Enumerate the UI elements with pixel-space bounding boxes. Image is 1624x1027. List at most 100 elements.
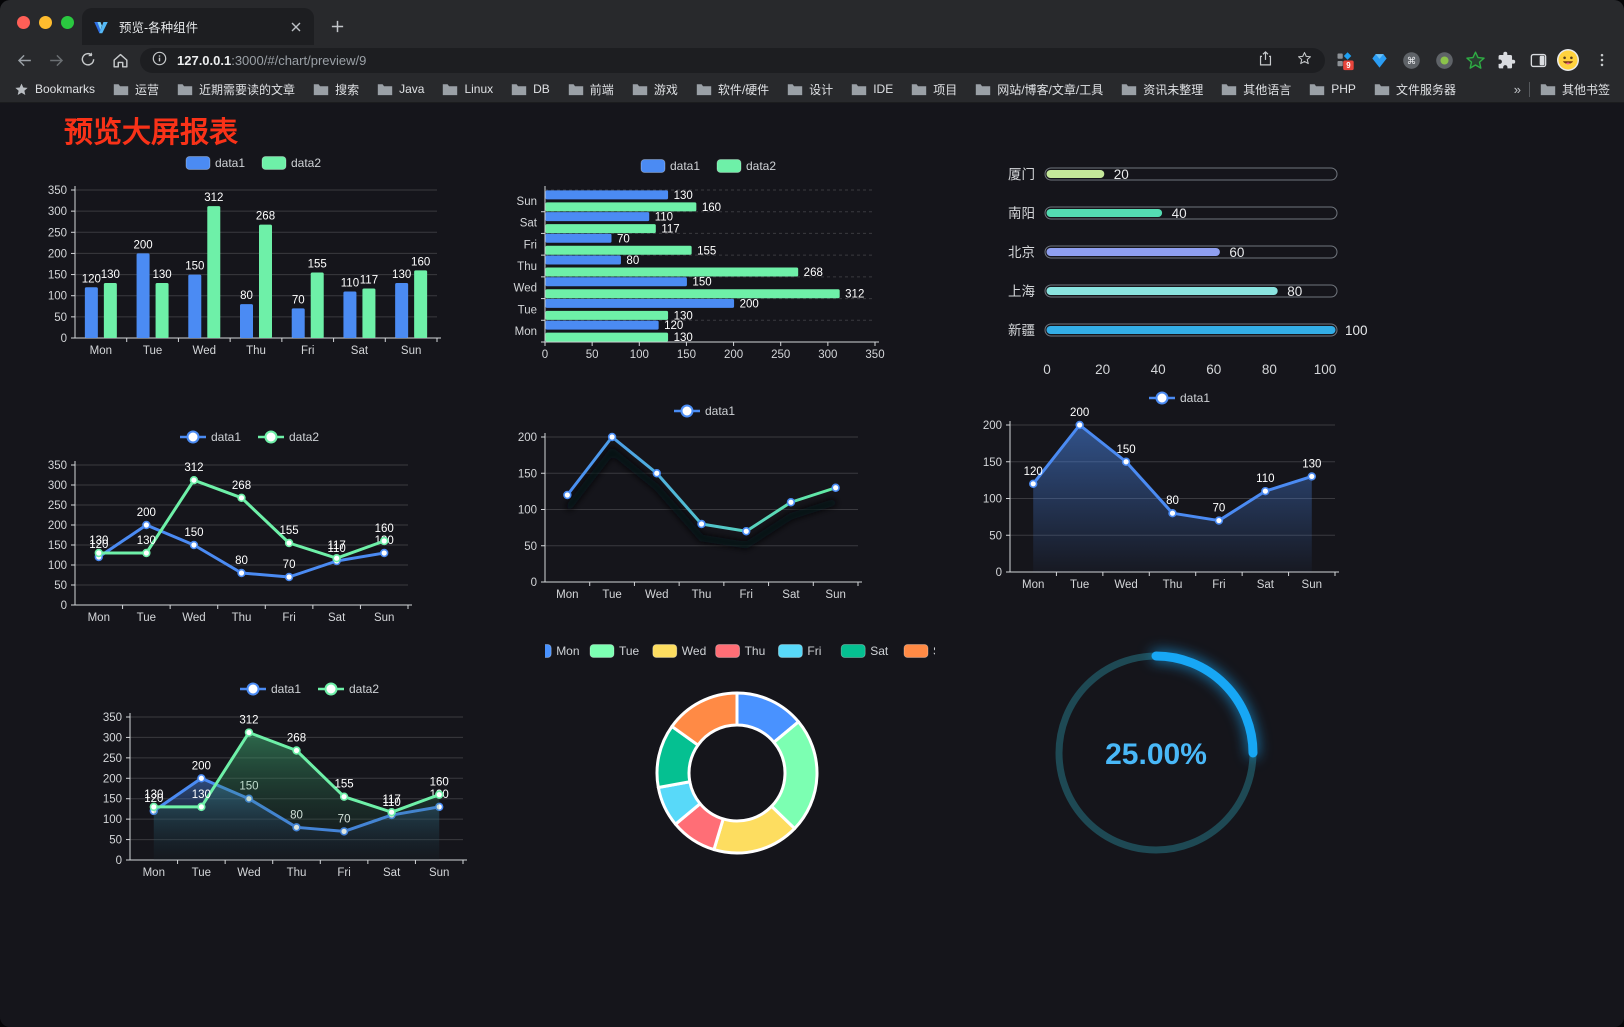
bookmark-folder[interactable]: Linux bbox=[442, 82, 493, 96]
share-icon[interactable] bbox=[1257, 50, 1274, 72]
bookmark-folder[interactable]: Java bbox=[377, 82, 424, 96]
line-two-series-canvas: data1 data2 0 50 100 150 200 250 300 350 Mon Tue Wed… bbox=[48, 430, 412, 624]
svg-text:250: 250 bbox=[103, 753, 122, 765]
svg-text:9: 9 bbox=[1346, 61, 1351, 70]
svg-text:117: 117 bbox=[382, 794, 400, 806]
svg-text:Fri: Fri bbox=[1212, 579, 1225, 591]
bookmark-folder-label: Linux bbox=[464, 82, 494, 96]
svg-text:80: 80 bbox=[235, 555, 248, 567]
address-bar[interactable]: 127.0.0.1:3000/#/chart/preview/9 bbox=[140, 48, 1325, 73]
chart-legend[interactable]: Mon Tue Wed Thu Fri Sat Sun bbox=[545, 644, 935, 658]
back-button[interactable] bbox=[12, 48, 36, 72]
bookmark-star-icon[interactable] bbox=[1296, 50, 1313, 72]
close-window-button[interactable] bbox=[17, 16, 30, 29]
svg-text:312: 312 bbox=[845, 289, 864, 301]
chart-legend[interactable]: data1 data2 bbox=[185, 156, 321, 170]
svg-text:300: 300 bbox=[103, 732, 122, 744]
browser-menu-icon[interactable] bbox=[1590, 48, 1614, 72]
svg-text:117: 117 bbox=[327, 540, 345, 552]
svg-text:Sun: Sun bbox=[401, 345, 421, 357]
forward-button[interactable] bbox=[44, 48, 68, 72]
svg-text:50: 50 bbox=[586, 349, 599, 361]
profile-avatar[interactable] bbox=[1556, 48, 1580, 72]
tab-close-icon[interactable] bbox=[288, 19, 304, 35]
bookmark-folder-label: 项目 bbox=[933, 82, 958, 97]
bookmark-folder[interactable]: PHP bbox=[1309, 82, 1356, 96]
bookmarks-bar: Bookmarks 运营 近期需要读的文章 搜索 Java Linux DB 前端 游戏 软件/… bbox=[0, 76, 1624, 103]
extension-grid-icon[interactable]: 9 bbox=[1332, 48, 1356, 72]
bookmark-folder[interactable]: 软件/硬件 bbox=[696, 81, 769, 98]
bookmark-folder[interactable]: 运营 bbox=[113, 81, 159, 98]
bookmark-label: Bookmarks bbox=[35, 82, 96, 96]
bookmark-folder[interactable]: 文件服务器 bbox=[1374, 81, 1456, 98]
svg-text:100: 100 bbox=[48, 560, 67, 572]
svg-text:Tue: Tue bbox=[143, 345, 162, 357]
svg-text:300: 300 bbox=[818, 349, 837, 361]
extension-star-icon[interactable] bbox=[1463, 48, 1487, 72]
bookmark-folder-label: 近期需要读的文章 bbox=[199, 82, 296, 97]
browser-tab[interactable]: 预览-各种组件 bbox=[82, 8, 314, 45]
minimize-window-button[interactable] bbox=[39, 16, 52, 29]
bookmark-folder[interactable]: 搜索 bbox=[313, 81, 359, 98]
bookmark-folder-label: 网站/博客/文章/工具 bbox=[997, 82, 1104, 97]
reload-button[interactable] bbox=[76, 48, 100, 72]
sidebar-toggle-icon[interactable] bbox=[1526, 48, 1550, 72]
chart-legend[interactable]: data1 bbox=[1149, 391, 1210, 405]
svg-text:Fri: Fri bbox=[524, 239, 537, 251]
area-line-chart: data1 0 50 100 150 200 Mon Tue Wed Thu Fri Sat Sun 12… bbox=[975, 386, 1375, 598]
bookmark-folder[interactable]: DB bbox=[511, 82, 550, 96]
svg-text:250: 250 bbox=[48, 227, 67, 239]
bookmark-apps[interactable]: Bookmarks bbox=[14, 82, 95, 97]
svg-text:Wed: Wed bbox=[682, 644, 706, 658]
bookmark-folder[interactable]: 前端 bbox=[568, 81, 614, 98]
svg-text:50: 50 bbox=[524, 541, 537, 553]
svg-text:Fri: Fri bbox=[807, 644, 821, 658]
svg-text:130: 130 bbox=[152, 269, 171, 281]
svg-text:268: 268 bbox=[287, 733, 306, 745]
bookmark-folder[interactable]: 网站/博客/文章/工具 bbox=[975, 81, 1103, 98]
svg-text:Mon: Mon bbox=[556, 589, 578, 601]
bookmarks-overflow-chevron[interactable]: » bbox=[1513, 81, 1521, 97]
bookmark-folder[interactable]: 项目 bbox=[911, 81, 957, 98]
extension-record-icon[interactable] bbox=[1432, 48, 1456, 72]
svg-text:data1: data1 bbox=[271, 682, 301, 696]
bookmark-folder[interactable]: 其他语言 bbox=[1221, 81, 1291, 98]
chart-legend[interactable]: data1 data2 bbox=[180, 430, 319, 444]
progress-bars-canvas: 厦门 20 南阳 40 北京 60 上海 80 新疆 100 0 20 40 60 80 100 bbox=[1008, 167, 1368, 377]
chart-legend[interactable]: data1 bbox=[674, 404, 735, 418]
svg-text:350: 350 bbox=[48, 185, 67, 197]
svg-text:Fri: Fri bbox=[301, 345, 314, 357]
new-tab-button[interactable] bbox=[324, 13, 350, 39]
svg-text:Tue: Tue bbox=[518, 304, 537, 316]
svg-text:Fri: Fri bbox=[282, 612, 295, 624]
svg-text:160: 160 bbox=[430, 777, 449, 789]
svg-text:130: 130 bbox=[89, 535, 108, 547]
extension-command-icon[interactable]: ⌘ bbox=[1399, 48, 1423, 72]
bookmark-folder-label: 软件/硬件 bbox=[717, 82, 770, 97]
bookmark-folder[interactable]: 设计 bbox=[787, 81, 833, 98]
fullscreen-window-button[interactable] bbox=[61, 16, 74, 29]
svg-text:200: 200 bbox=[192, 760, 211, 772]
bookmark-folder[interactable]: IDE bbox=[851, 82, 893, 96]
area-two-series-canvas: data1 data2 0 50 100 150 200 250 300 350 Mon Tue Wed… bbox=[103, 682, 467, 879]
bookmark-folder[interactable]: 资讯未整理 bbox=[1121, 81, 1203, 98]
bookmark-folder[interactable]: 近期需要读的文章 bbox=[177, 81, 295, 98]
svg-text:Sun: Sun bbox=[517, 196, 537, 208]
svg-text:268: 268 bbox=[804, 267, 823, 279]
extensions-puzzle-icon[interactable] bbox=[1494, 48, 1518, 72]
bookmark-folder-label: 文件服务器 bbox=[1395, 82, 1456, 97]
svg-text:Thu: Thu bbox=[287, 867, 307, 879]
bookmark-folder-label: PHP bbox=[1331, 82, 1356, 96]
chart-legend[interactable]: data1 data2 bbox=[240, 682, 379, 696]
bookmark-folder[interactable]: 游戏 bbox=[632, 81, 678, 98]
bookmark-folder-label: 前端 bbox=[589, 82, 614, 97]
svg-text:120: 120 bbox=[82, 273, 101, 285]
extension-gem-icon[interactable] bbox=[1367, 48, 1391, 72]
site-info-icon[interactable] bbox=[152, 51, 167, 71]
bookmark-other[interactable]: 其他书签 bbox=[1540, 81, 1610, 98]
svg-text:50: 50 bbox=[54, 580, 67, 592]
home-button[interactable] bbox=[108, 48, 132, 72]
svg-text:350: 350 bbox=[48, 460, 67, 472]
chart-legend[interactable]: data1 data2 bbox=[640, 159, 776, 173]
